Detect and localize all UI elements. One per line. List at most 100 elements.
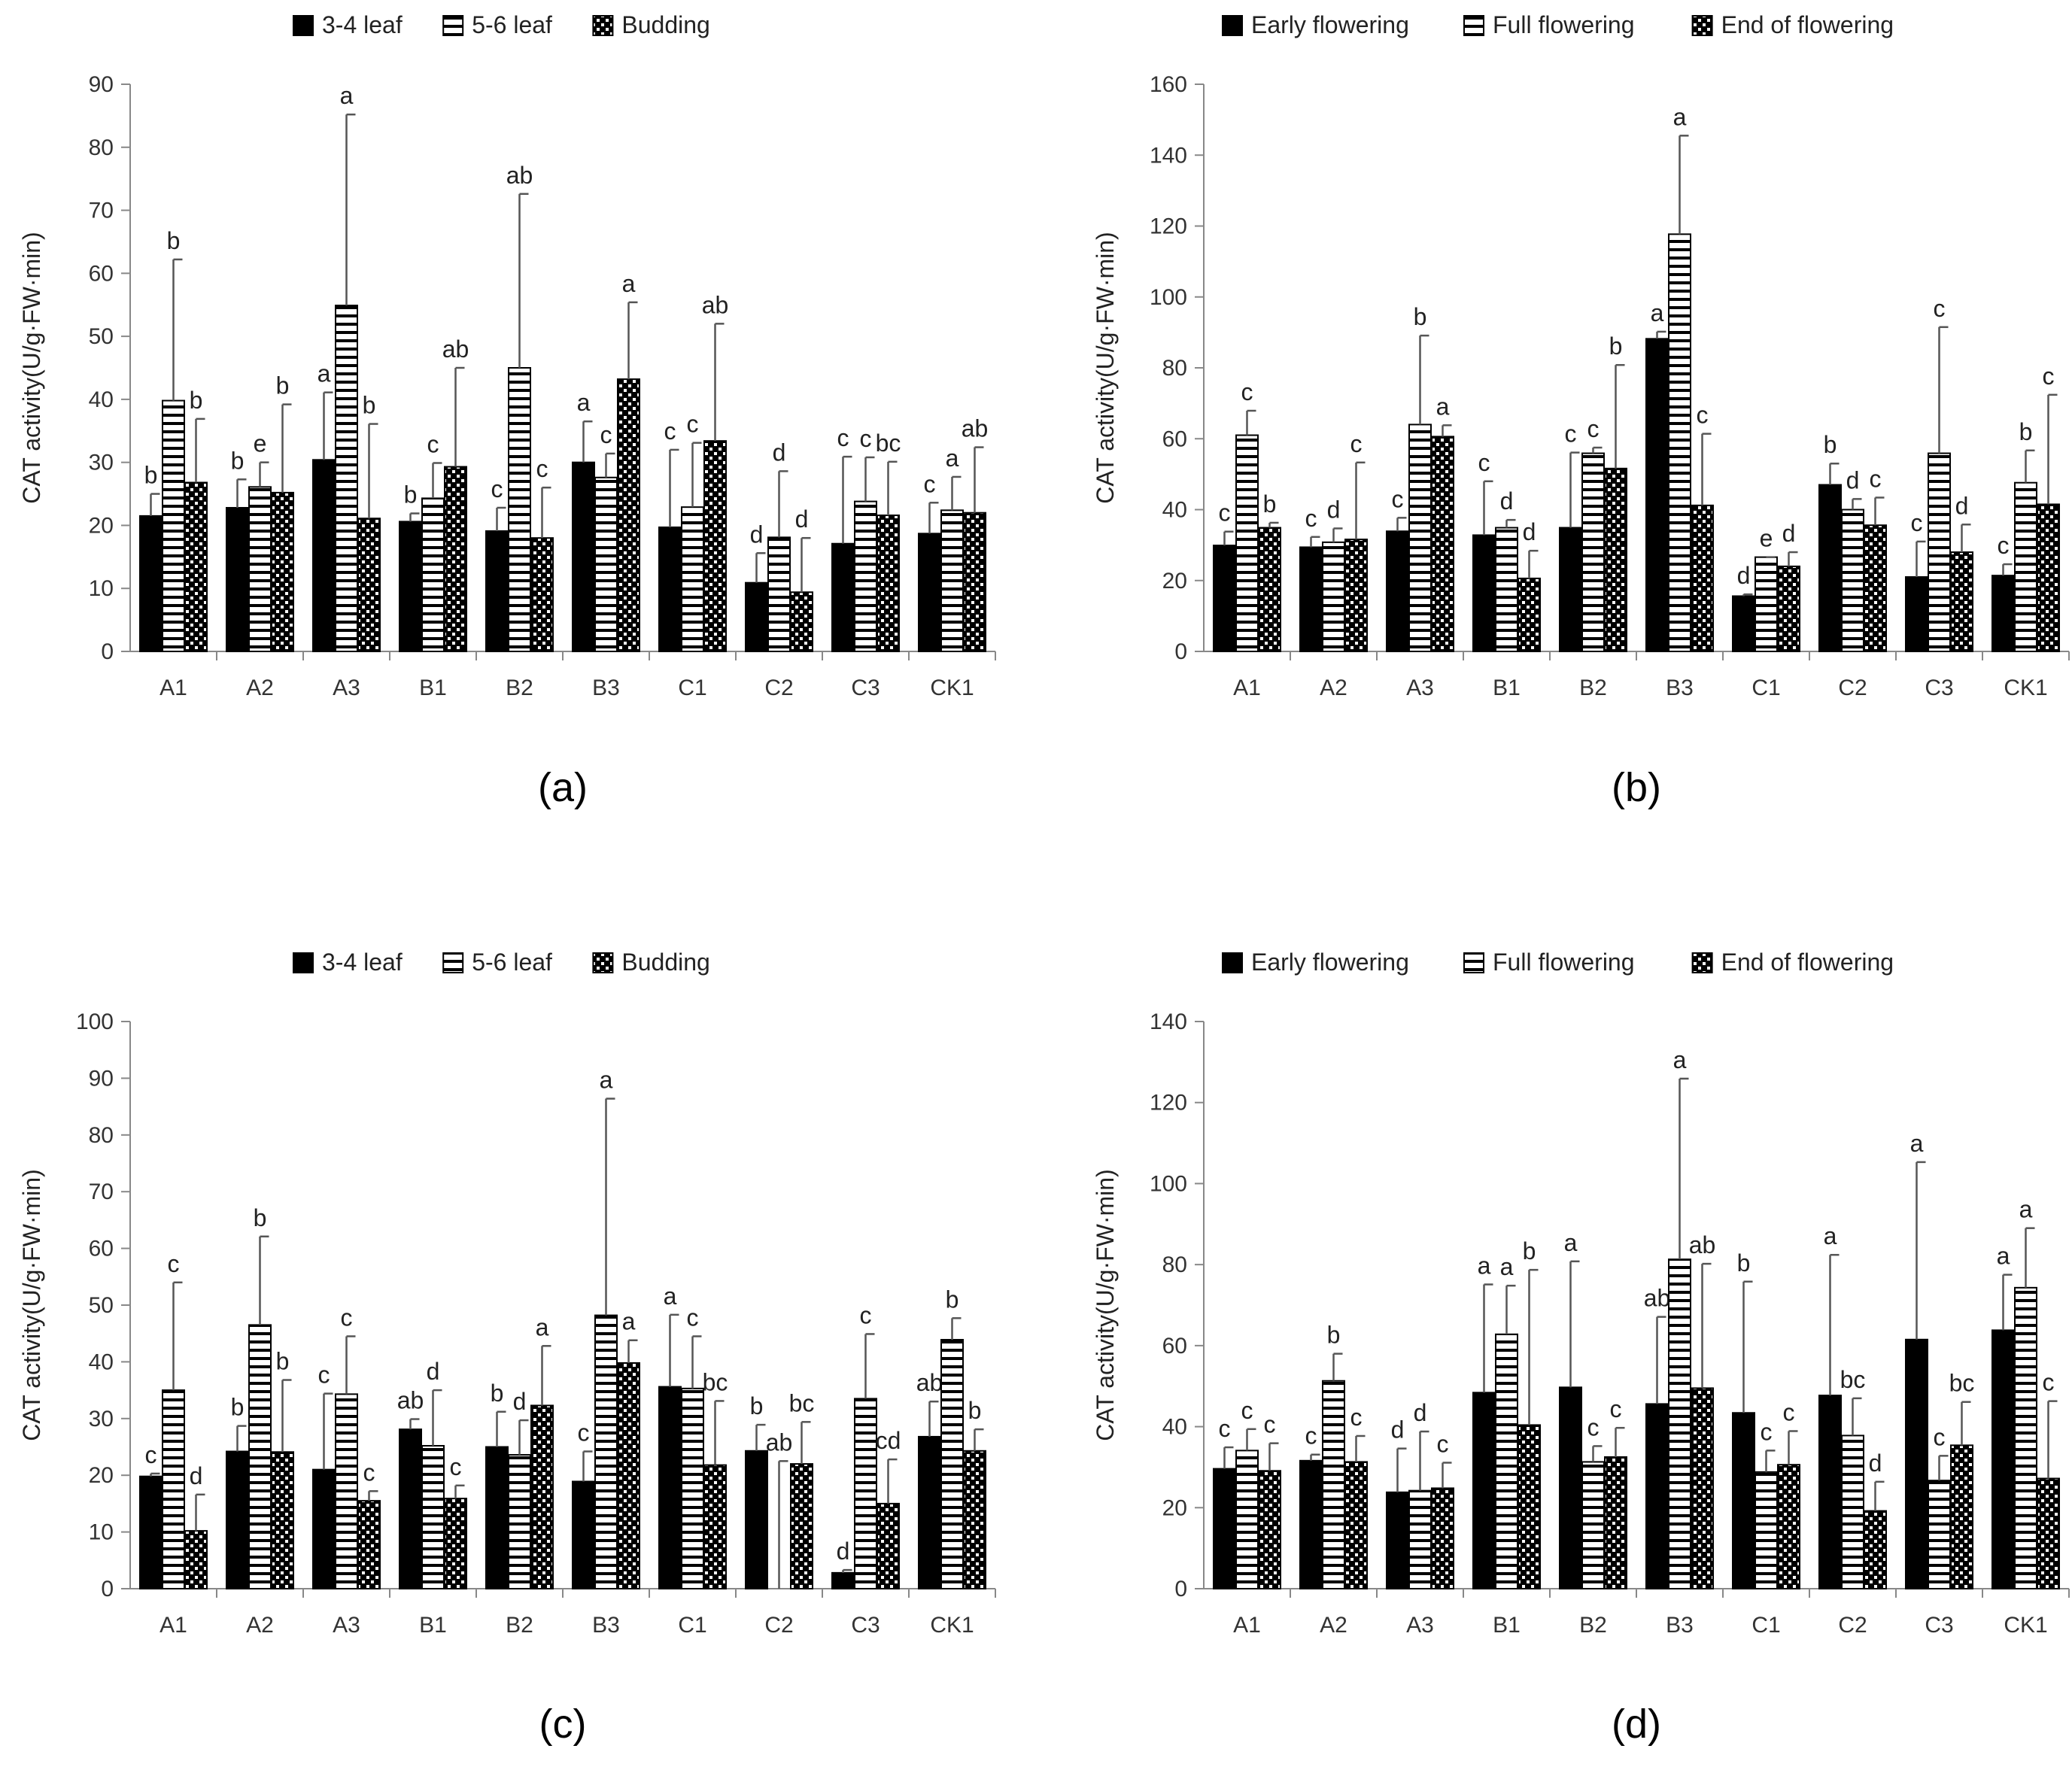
significance-label: a bbox=[340, 82, 354, 109]
significance-label: d bbox=[190, 1462, 203, 1489]
y-tick-label: 60 bbox=[1162, 427, 1187, 451]
bar-hstripe bbox=[2014, 481, 2037, 652]
bar-dots bbox=[184, 1530, 208, 1590]
x-tick-label: B1 bbox=[419, 1613, 447, 1638]
significance-label: b bbox=[167, 227, 181, 254]
bar-solid bbox=[1472, 1392, 1496, 1589]
bar-hstripe bbox=[1755, 556, 1778, 653]
significance-label: c bbox=[168, 1250, 180, 1277]
y-tick-label: 90 bbox=[89, 1066, 114, 1091]
y-tick-label: 0 bbox=[101, 639, 114, 664]
legend-label: Early flowering bbox=[1251, 949, 1409, 976]
bar-dots bbox=[617, 1362, 640, 1589]
legend-label: Budding bbox=[621, 11, 709, 38]
bar-dots bbox=[271, 491, 294, 652]
significance-label: c bbox=[687, 411, 699, 438]
y-tick-label: 20 bbox=[1162, 569, 1187, 594]
y-tick-label: 40 bbox=[1162, 498, 1187, 523]
significance-label: a bbox=[1564, 1229, 1578, 1256]
x-tick-label: C3 bbox=[1925, 675, 1953, 700]
significance-label: c bbox=[427, 431, 439, 458]
y-tick-label: 0 bbox=[1174, 1577, 1187, 1601]
x-tick-label: A3 bbox=[333, 675, 360, 700]
bar-solid bbox=[312, 1468, 336, 1590]
significance-label: c bbox=[145, 1441, 157, 1468]
significance-label: a bbox=[1478, 1252, 1491, 1280]
significance-label: d bbox=[1523, 518, 1536, 545]
chart-panel-3: 0 10 20 30 40 50 60 70 80 90 100 CAT activity(U/g·F… bbox=[18, 949, 996, 1747]
x-tick-label: C2 bbox=[1838, 675, 1867, 700]
bar-dots bbox=[1258, 1470, 1281, 1590]
y-tick-label: 100 bbox=[76, 1009, 114, 1034]
legend-swatch-dots bbox=[1691, 952, 1713, 973]
legend-label: 3-4 leaf bbox=[322, 949, 403, 976]
bar-hstripe bbox=[594, 476, 618, 652]
significance-label: ab bbox=[1689, 1231, 1716, 1258]
significance-label: c bbox=[1697, 402, 1709, 429]
significance-label: a bbox=[946, 445, 959, 472]
y-axis-label: CAT activity(U/g·FW·min) bbox=[18, 232, 45, 503]
bar-solid bbox=[918, 533, 941, 653]
significance-label: c bbox=[1911, 509, 1923, 536]
bar-hstripe bbox=[335, 305, 358, 652]
y-tick-label: 10 bbox=[89, 1520, 114, 1545]
bar-hstripe bbox=[2014, 1286, 2037, 1589]
bar-solid bbox=[1645, 338, 1669, 652]
bar-solid bbox=[572, 461, 595, 653]
significance-label: c bbox=[1264, 1411, 1276, 1438]
bar-solid bbox=[658, 1386, 682, 1590]
y-tick-label: 10 bbox=[89, 576, 114, 601]
x-tick-label: A1 bbox=[1233, 675, 1261, 700]
significance-label: b bbox=[404, 481, 418, 509]
y-axis-label: CAT activity(U/g·FW·min) bbox=[1092, 232, 1119, 503]
y-tick-label: 80 bbox=[89, 1123, 114, 1148]
bar-solid bbox=[1299, 546, 1323, 653]
significance-label: c bbox=[1934, 295, 1946, 322]
bar-dots bbox=[357, 518, 381, 652]
significance-label: c bbox=[491, 475, 503, 502]
significance-label: ab bbox=[702, 291, 729, 318]
significance-label: c bbox=[1219, 1415, 1231, 1442]
legend-label: Early flowering bbox=[1251, 11, 1409, 38]
bar-dots bbox=[1344, 1461, 1368, 1589]
significance-label: c bbox=[1437, 1431, 1449, 1458]
y-tick-label: 50 bbox=[89, 1293, 114, 1318]
x-tick-label: A2 bbox=[1320, 675, 1347, 700]
y-tick-label: 60 bbox=[89, 261, 114, 286]
bar-solid bbox=[1905, 576, 1928, 652]
significance-label: b bbox=[1609, 332, 1623, 360]
bar-solid bbox=[139, 515, 163, 653]
bar-dots bbox=[790, 591, 813, 653]
legend-label: End of flowering bbox=[1721, 949, 1894, 976]
significance-label: d bbox=[1414, 1399, 1427, 1426]
significance-label: a bbox=[1651, 299, 1664, 326]
bar-solid bbox=[1991, 1329, 2015, 1590]
significance-label: ab bbox=[442, 335, 469, 363]
y-tick-label: 20 bbox=[89, 513, 114, 538]
bar-hstripe bbox=[940, 509, 964, 652]
bar-solid bbox=[1905, 1338, 1928, 1589]
significance-label: c bbox=[1934, 1423, 1946, 1450]
significance-label: c bbox=[860, 425, 872, 452]
bar-dots bbox=[444, 1498, 467, 1590]
bar-hstripe bbox=[1928, 1480, 1951, 1589]
significance-label: c bbox=[1761, 1418, 1773, 1445]
bar-dots bbox=[1691, 1387, 1714, 1589]
y-tick-label: 70 bbox=[89, 199, 114, 223]
chart-panel-4: 0 20 40 60 80 100 120 140 CAT activity(U/g·FW·mi… bbox=[1092, 949, 2070, 1747]
significance-label: c bbox=[1870, 465, 1882, 492]
bar-solid bbox=[226, 1450, 249, 1589]
x-tick-label: CK1 bbox=[930, 675, 974, 700]
significance-label: bc bbox=[703, 1368, 728, 1395]
significance-label: b bbox=[276, 372, 290, 399]
x-tick-label: B3 bbox=[1666, 675, 1694, 700]
bar-dots bbox=[1344, 539, 1368, 653]
x-tick-label: C3 bbox=[1925, 1613, 1953, 1638]
y-tick-label: 100 bbox=[1150, 285, 1187, 310]
bar-dots bbox=[790, 1463, 813, 1589]
x-tick-label: C1 bbox=[1751, 1613, 1780, 1638]
x-tick-label: C3 bbox=[851, 675, 880, 700]
significance-label: c bbox=[1241, 1397, 1253, 1424]
panel-caption: (c) bbox=[539, 1702, 587, 1747]
bar-hstripe bbox=[1322, 541, 1345, 652]
